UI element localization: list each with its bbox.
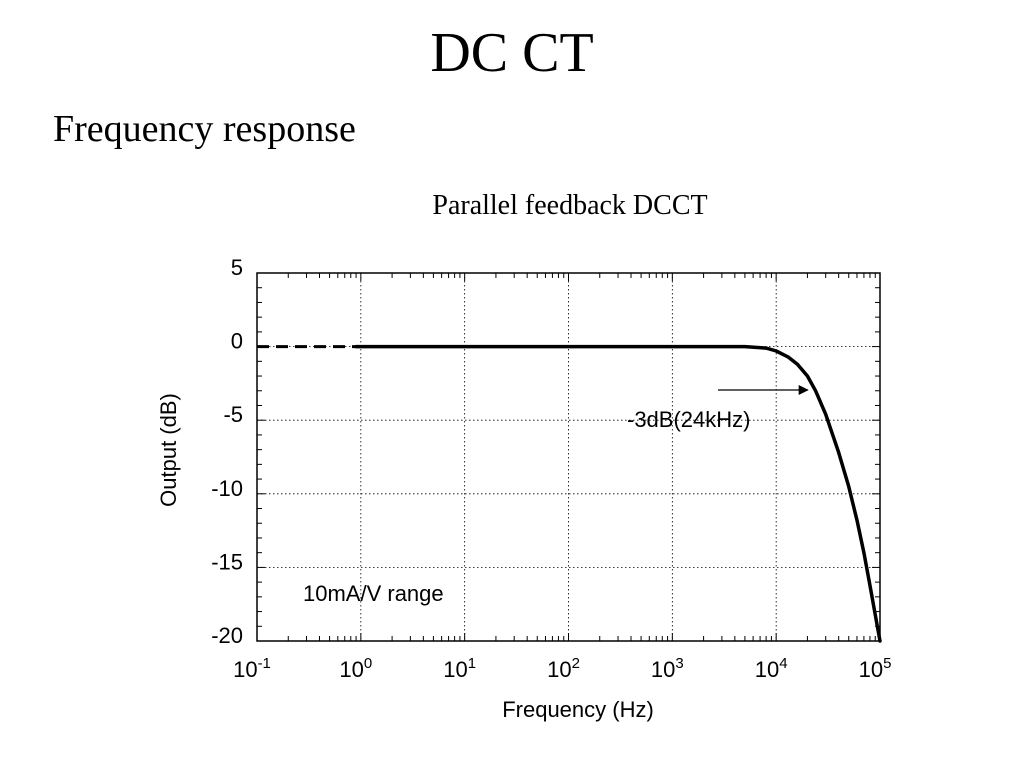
x-tick-label: 104 bbox=[755, 655, 788, 682]
y-tick-label: -15 bbox=[211, 549, 243, 574]
x-tick-label: 10-1 bbox=[233, 655, 271, 682]
y-tick-label: -10 bbox=[211, 476, 243, 501]
series-layer bbox=[257, 344, 882, 643]
chart-title: Parallel feedback DCCT bbox=[432, 190, 708, 221]
annotation-range-label: 10mA/V range bbox=[303, 581, 444, 606]
x-tick-label: 105 bbox=[859, 655, 892, 682]
y-tick-label: 5 bbox=[231, 255, 243, 280]
x-axis-label: Frequency (Hz) bbox=[502, 697, 654, 722]
y-tick-label: -20 bbox=[211, 623, 243, 648]
y-tick-label: -5 bbox=[223, 402, 243, 427]
x-tick-label: 101 bbox=[443, 655, 476, 682]
annotation-3db-label: -3dB(24kHz) bbox=[627, 407, 750, 432]
x-tick-label: 103 bbox=[651, 655, 684, 682]
slide-subtitle: Frequency response bbox=[53, 108, 356, 150]
x-tick-label: 102 bbox=[547, 655, 580, 682]
grid bbox=[257, 273, 880, 641]
y-tick-label: 0 bbox=[231, 329, 243, 354]
y-tick-labels: 5 0 -5 -10 -15 -20 bbox=[211, 255, 243, 648]
x-tick-label: 100 bbox=[339, 655, 372, 682]
series-line-solid bbox=[354, 344, 882, 643]
plot-frame bbox=[256, 272, 881, 642]
slide-title: DC CT bbox=[430, 22, 594, 84]
y-axis-label: Output (dB) bbox=[156, 393, 181, 507]
x-tick-labels: 10-1 100 101 102 103 104 105 bbox=[233, 655, 891, 682]
